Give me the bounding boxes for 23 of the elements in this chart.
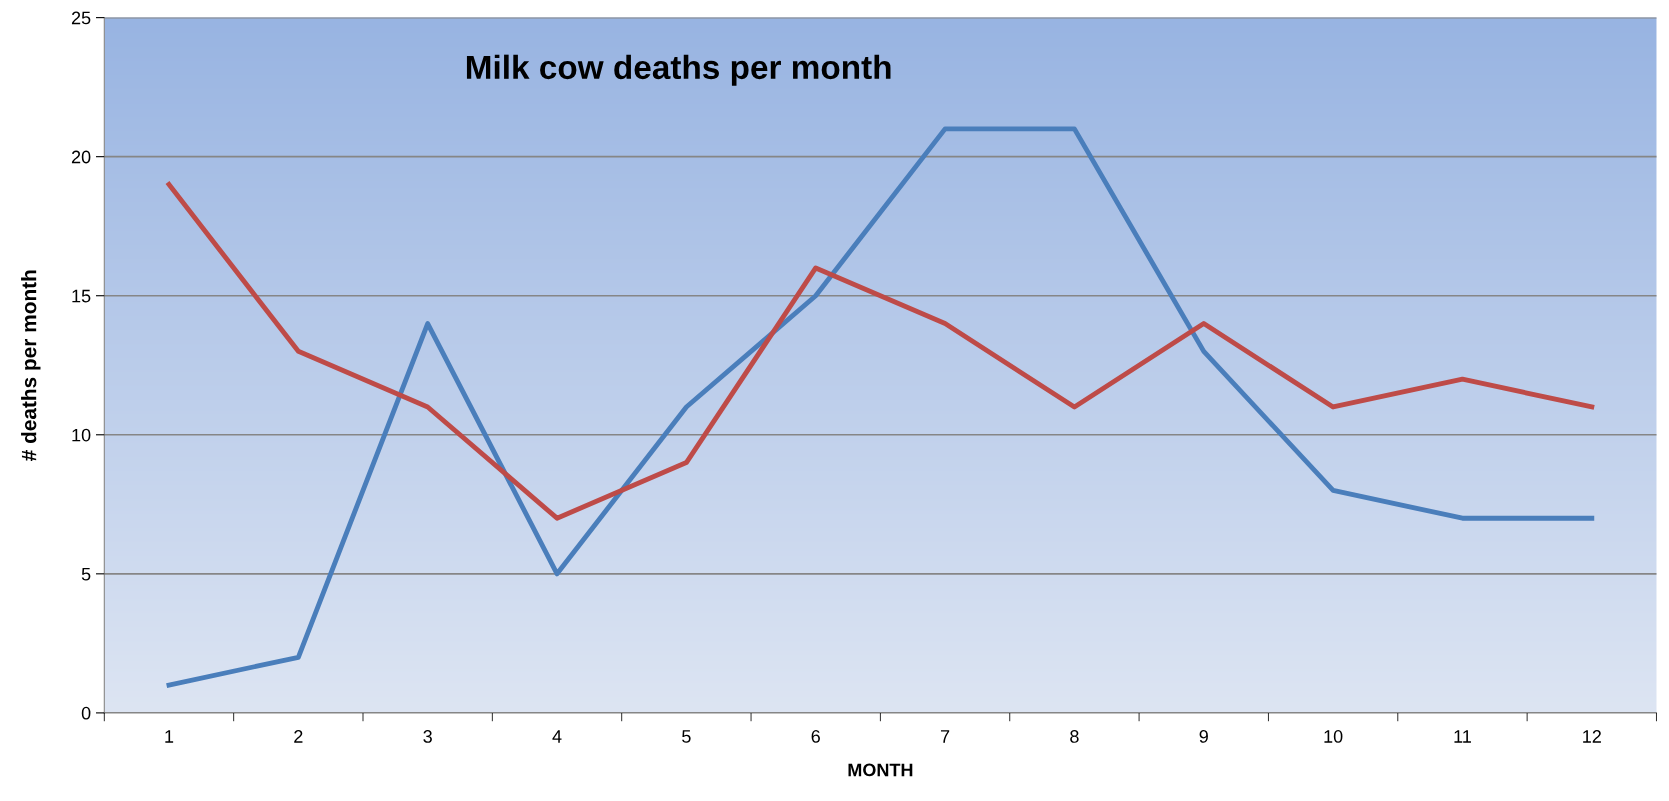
y-tick-label: 5 (81, 567, 91, 581)
x-tick-label: 6 (811, 730, 820, 743)
y-tick-label: 0 (81, 706, 91, 720)
line-series (166, 126, 1595, 688)
x-tick-label: 12 (1583, 730, 1601, 743)
x-tick-label: 7 (940, 730, 950, 743)
x-axis-title: MONTH (848, 763, 913, 777)
x-tick-label: 11 (1454, 730, 1471, 743)
x-tick-label: 4 (552, 730, 562, 743)
x-tick-label: 1 (165, 730, 174, 743)
text: Milk cow deaths per month (466, 54, 891, 86)
y-tick-label: 15 (72, 289, 91, 303)
line-series (166, 182, 1595, 521)
x-tick-label: 3 (423, 730, 432, 743)
x-tick-label: 9 (1199, 730, 1208, 743)
x-tick-label: 5 (682, 730, 691, 743)
y-axis-title: # deaths per month (21, 270, 41, 461)
y-tick-label: 10 (72, 428, 91, 442)
y-tick-label: 25 (71, 11, 91, 25)
x-tick-label: 2 (294, 730, 303, 743)
x-tick-label: 10 (1324, 730, 1343, 743)
x-tick-label: 8 (1070, 730, 1079, 743)
y-tick-label: 20 (71, 150, 91, 164)
